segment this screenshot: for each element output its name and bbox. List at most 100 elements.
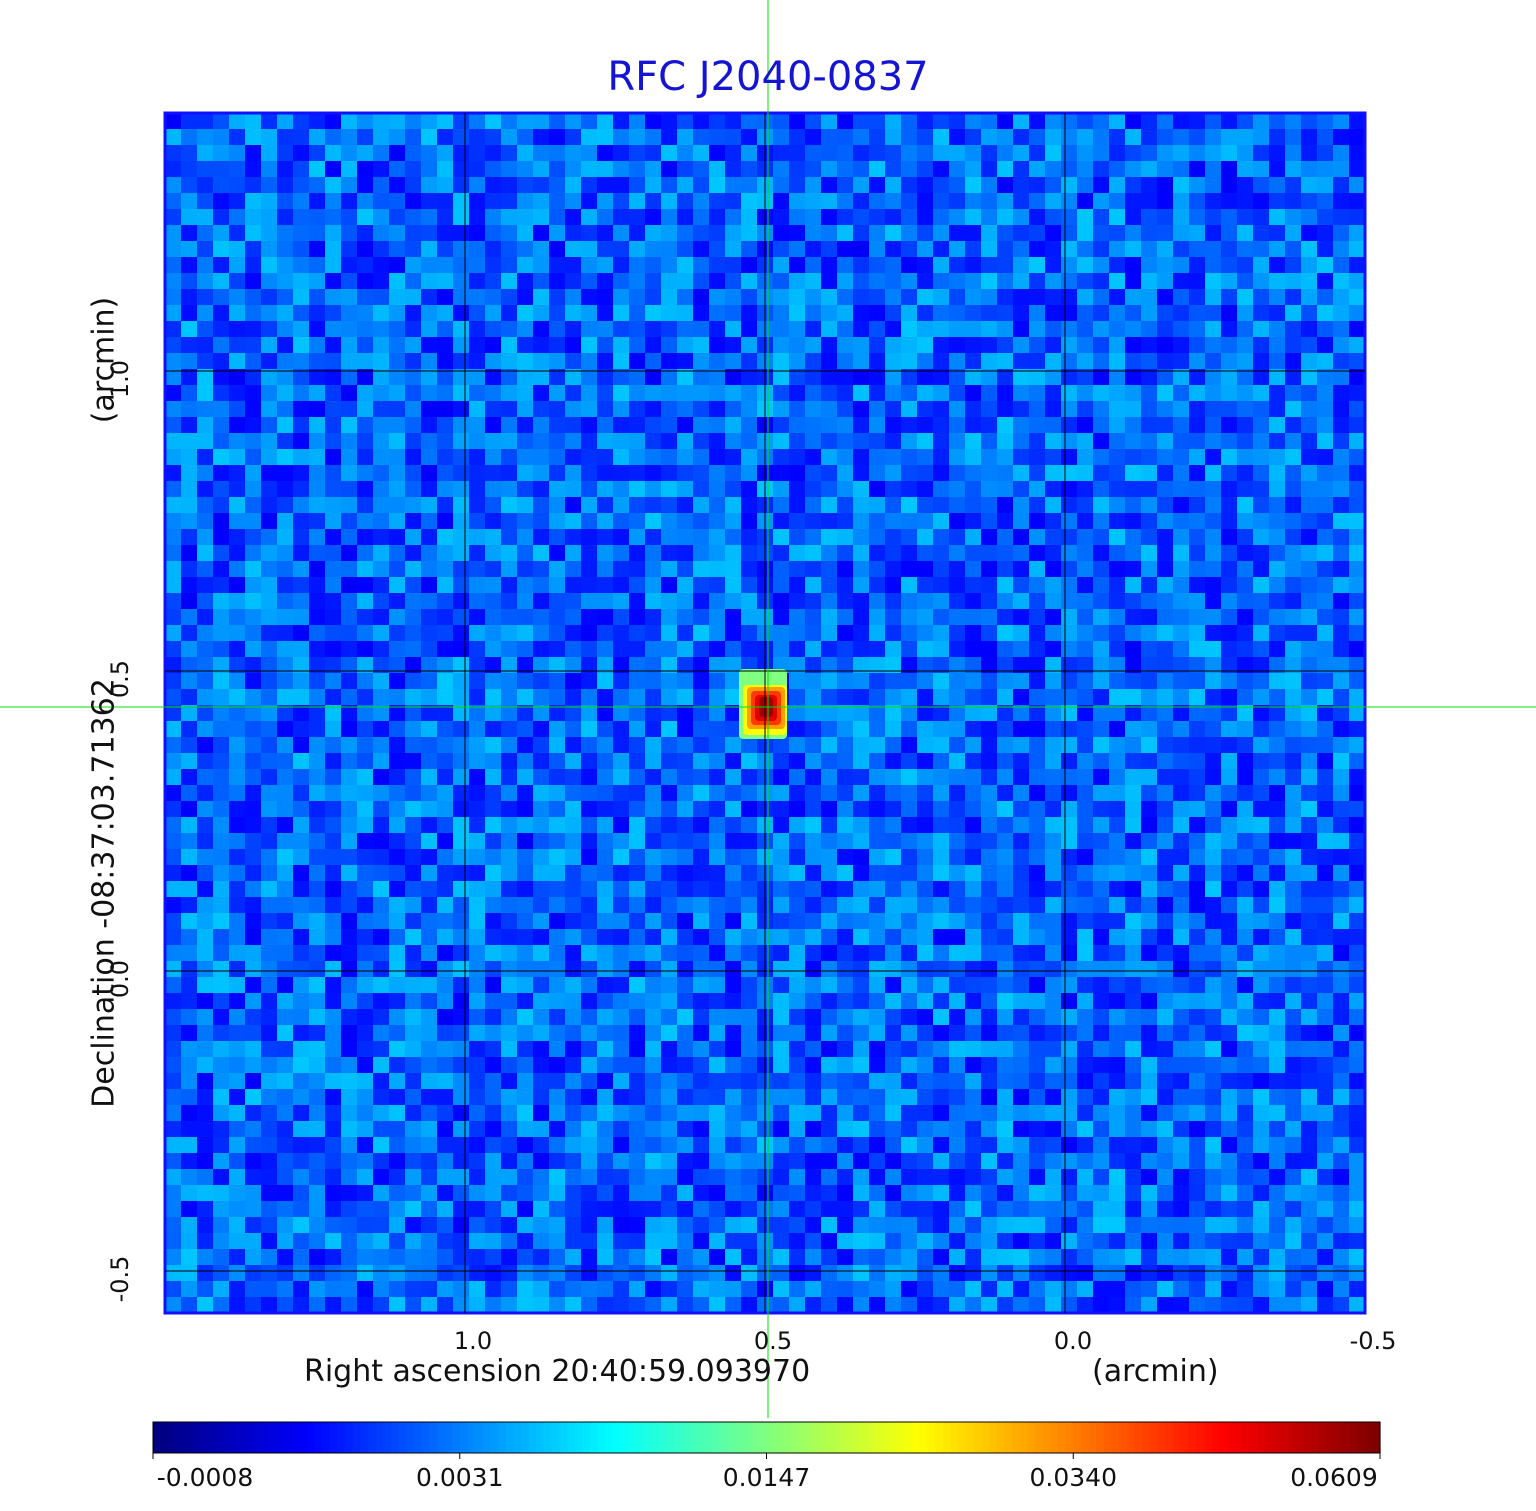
image-pixel (565, 113, 582, 130)
image-pixel (421, 513, 438, 530)
image-pixel (1013, 465, 1030, 482)
image-pixel (549, 465, 566, 482)
image-pixel (1141, 257, 1158, 274)
image-pixel (405, 1009, 422, 1026)
image-pixel (821, 353, 838, 370)
image-pixel (693, 1153, 710, 1170)
image-pixel (645, 1009, 662, 1026)
image-pixel (485, 1105, 502, 1122)
image-pixel (501, 401, 518, 418)
image-pixel (549, 337, 566, 354)
image-pixel (1205, 737, 1222, 754)
image-pixel (341, 561, 358, 578)
image-pixel (469, 609, 486, 626)
image-pixel (677, 113, 694, 130)
image-pixel (901, 1185, 918, 1202)
image-pixel (277, 1105, 294, 1122)
image-pixel (677, 369, 694, 386)
image-pixel (165, 177, 182, 194)
image-pixel (501, 1297, 518, 1314)
image-pixel (853, 801, 870, 818)
image-pixel (709, 993, 726, 1010)
image-pixel (309, 1041, 326, 1058)
image-pixel (421, 1185, 438, 1202)
image-pixel (1045, 113, 1062, 130)
image-pixel (197, 977, 214, 994)
image-pixel (1141, 465, 1158, 482)
image-pixel (309, 193, 326, 210)
image-pixel (197, 369, 214, 386)
image-pixel (245, 1073, 262, 1090)
image-pixel (821, 849, 838, 866)
image-pixel (693, 593, 710, 610)
image-pixel (1125, 1201, 1142, 1218)
image-pixel (245, 817, 262, 834)
image-pixel (965, 1169, 982, 1186)
image-pixel (341, 209, 358, 226)
image-pixel (997, 273, 1014, 290)
image-pixel (725, 769, 742, 786)
image-pixel (677, 529, 694, 546)
image-pixel (821, 929, 838, 946)
image-pixel (341, 993, 358, 1010)
image-pixel (181, 1025, 198, 1042)
image-pixel (1173, 1185, 1190, 1202)
image-pixel (309, 513, 326, 530)
image-pixel (725, 1233, 742, 1250)
image-pixel (213, 689, 230, 706)
image-pixel (261, 273, 278, 290)
image-pixel (645, 769, 662, 786)
image-pixel (421, 1041, 438, 1058)
image-pixel (1109, 113, 1126, 130)
image-pixel (197, 561, 214, 578)
image-pixel (613, 401, 630, 418)
image-pixel (693, 769, 710, 786)
image-pixel (1157, 225, 1174, 242)
image-pixel (869, 145, 886, 162)
image-pixel (645, 353, 662, 370)
image-pixel (597, 657, 614, 674)
image-pixel (613, 945, 630, 962)
image-pixel (725, 785, 742, 802)
image-pixel (533, 369, 550, 386)
image-pixel (837, 449, 854, 466)
image-pixel (437, 865, 454, 882)
image-pixel (1141, 817, 1158, 834)
image-pixel (261, 1297, 278, 1314)
image-pixel (549, 161, 566, 178)
image-pixel (661, 929, 678, 946)
image-pixel (1013, 289, 1030, 306)
image-pixel (389, 177, 406, 194)
image-pixel (917, 1025, 934, 1042)
image-pixel (725, 177, 742, 194)
image-pixel (1093, 177, 1110, 194)
image-pixel (533, 1057, 550, 1074)
image-pixel (981, 929, 998, 946)
image-pixel (629, 913, 646, 930)
image-pixel (869, 1233, 886, 1250)
image-pixel (1045, 225, 1062, 242)
image-pixel (805, 225, 822, 242)
image-pixel (293, 417, 310, 434)
image-pixel (565, 449, 582, 466)
image-pixel (293, 177, 310, 194)
image-pixel (997, 609, 1014, 626)
image-pixel (309, 721, 326, 738)
image-pixel (773, 641, 790, 658)
image-pixel (453, 881, 470, 898)
image-pixel (677, 689, 694, 706)
image-pixel (917, 1073, 934, 1090)
image-pixel (165, 609, 182, 626)
image-pixel (309, 545, 326, 562)
image-pixel (229, 433, 246, 450)
image-pixel (1125, 1217, 1142, 1234)
image-pixel (197, 289, 214, 306)
image-pixel (181, 1265, 198, 1282)
image-pixel (197, 881, 214, 898)
image-pixel (853, 705, 870, 722)
image-pixel (629, 145, 646, 162)
image-pixel (565, 497, 582, 514)
image-pixel (261, 257, 278, 274)
image-pixel (661, 865, 678, 882)
image-pixel (613, 1249, 630, 1266)
